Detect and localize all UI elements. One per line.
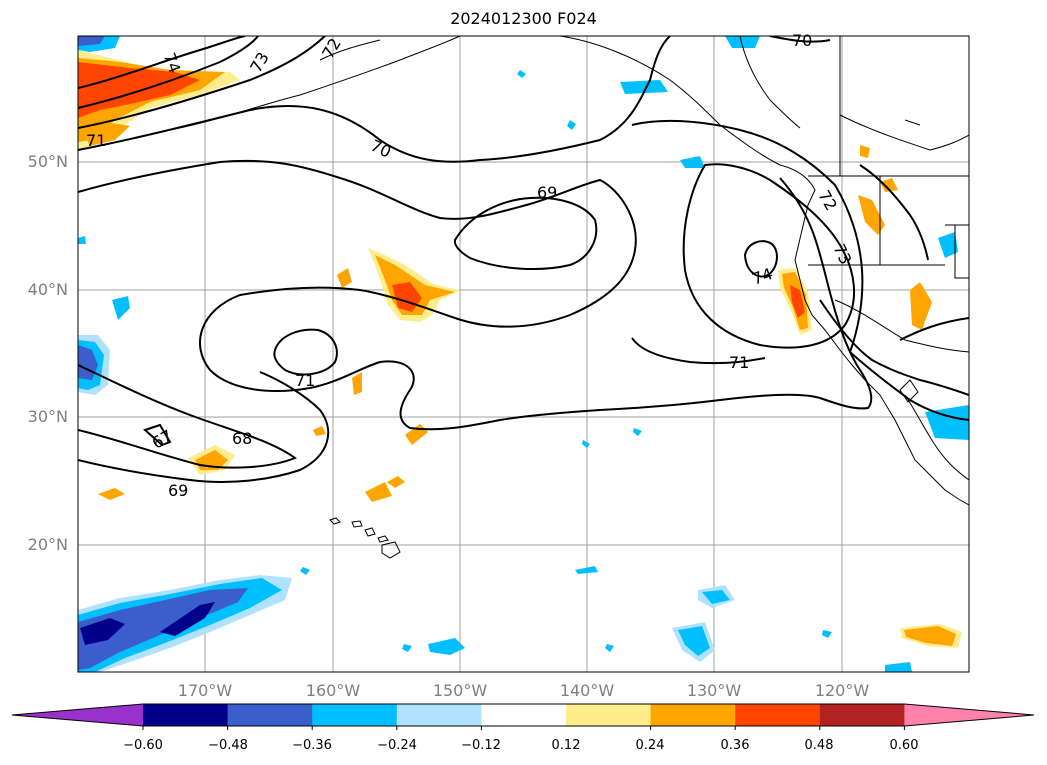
colorbar-extend-low xyxy=(12,704,143,726)
colorbar-tick-label: 0.60 xyxy=(889,738,919,753)
negative-anomaly xyxy=(925,405,969,440)
positive-anomaly xyxy=(337,268,352,288)
colorbar-segment xyxy=(143,704,229,726)
negative-anomaly xyxy=(678,626,710,656)
lon-label: 150°W xyxy=(432,681,488,700)
contour-label: 70 xyxy=(792,31,812,50)
negative-anomaly xyxy=(822,630,832,638)
negative-anomaly xyxy=(620,80,668,94)
negative-anomaly xyxy=(112,296,130,320)
hawaiian-islands xyxy=(329,517,401,559)
negative-anomaly xyxy=(938,232,958,258)
contour-label: 68 xyxy=(232,429,252,448)
lat-label: 40°N xyxy=(27,280,68,299)
colorbar-tick-label: −0.24 xyxy=(377,738,417,753)
negative-anomaly xyxy=(680,156,705,168)
negative-anomaly xyxy=(300,567,310,575)
colorbar-segment xyxy=(396,704,482,726)
lat-label: 30°N xyxy=(27,407,68,426)
contour-label: 71 xyxy=(295,371,315,390)
positive-anomaly xyxy=(78,62,200,118)
lon-label: 140°W xyxy=(559,681,615,700)
positive-anomaly xyxy=(904,626,956,646)
colorbar-segment xyxy=(735,704,821,726)
negative-anomaly xyxy=(160,602,215,636)
colorbar-segment xyxy=(227,704,313,726)
lon-label: 130°W xyxy=(686,681,742,700)
positive-anomaly xyxy=(790,285,805,318)
colorbar-tick-label: −0.48 xyxy=(208,738,248,753)
negative-anomaly xyxy=(78,236,86,244)
negative-anomaly xyxy=(605,644,614,652)
lon-label: 170°W xyxy=(177,681,233,700)
colorbar-segment xyxy=(481,704,567,726)
positive-anomaly xyxy=(352,372,362,395)
colorbar-tick-label: 0.12 xyxy=(551,738,581,753)
colorbar-tick-label: −0.12 xyxy=(461,738,501,753)
graticule xyxy=(78,36,969,672)
negative-anomaly xyxy=(567,120,576,130)
lat-label: 50°N xyxy=(27,152,68,171)
lon-label: 160°W xyxy=(305,681,361,700)
anomaly-shading xyxy=(78,36,969,672)
colorbar-segment xyxy=(312,704,398,726)
colorbar xyxy=(11,703,1035,730)
contour-label: 72 xyxy=(814,187,841,214)
contour-label: 71 xyxy=(729,353,749,372)
contour-label: 74 xyxy=(750,264,776,289)
colorbar-tick-label: −0.36 xyxy=(292,738,332,753)
negative-anomaly xyxy=(575,566,598,574)
negative-anomaly xyxy=(428,638,465,655)
colorbar-tick-label: 0.36 xyxy=(720,738,750,753)
contour-label: 71 xyxy=(86,131,106,150)
colorbar-tick-label: 0.24 xyxy=(635,738,665,753)
positive-anomaly xyxy=(82,122,130,146)
contour-labels: 74 73 72 71 70 69 74 72 73 71 71 68 67 6… xyxy=(86,31,855,500)
negative-anomaly xyxy=(725,36,760,48)
lat-label: 20°N xyxy=(27,535,68,554)
map-title: 2024012300 F024 xyxy=(450,9,597,28)
map-frame xyxy=(77,35,970,673)
contour-label: 69 xyxy=(537,183,557,202)
positive-anomaly xyxy=(375,255,455,315)
positive-anomaly xyxy=(860,145,870,158)
colorbar-extend-high xyxy=(904,704,1034,726)
negative-anomaly xyxy=(582,440,590,448)
contour-label: 69 xyxy=(168,481,188,500)
negative-anomaly xyxy=(885,662,912,672)
colorbar-segment xyxy=(566,704,652,726)
positive-anomaly xyxy=(387,476,405,488)
positive-anomaly xyxy=(910,282,932,330)
negative-anomaly xyxy=(702,590,730,604)
negative-anomaly xyxy=(633,428,642,436)
contour-label: 67 xyxy=(149,426,176,453)
colorbar-tick-label: 0.48 xyxy=(804,738,834,753)
negative-anomaly xyxy=(402,644,412,652)
negative-anomaly xyxy=(517,70,526,78)
contour-label: 73 xyxy=(830,241,856,267)
negative-anomaly xyxy=(80,618,125,645)
positive-anomaly xyxy=(313,426,326,436)
height-contours xyxy=(78,36,969,483)
colorbar-tick-label: −0.60 xyxy=(123,738,163,753)
positive-anomaly xyxy=(365,482,392,502)
negative-anomaly xyxy=(78,36,105,46)
colorbar-segment xyxy=(650,704,736,726)
colorbar-segment xyxy=(819,704,905,726)
positive-anomaly xyxy=(858,195,885,235)
lon-label: 120°W xyxy=(814,681,870,700)
positive-anomaly xyxy=(98,488,125,500)
positive-anomaly xyxy=(880,178,898,192)
contour-label: 70 xyxy=(368,136,394,162)
